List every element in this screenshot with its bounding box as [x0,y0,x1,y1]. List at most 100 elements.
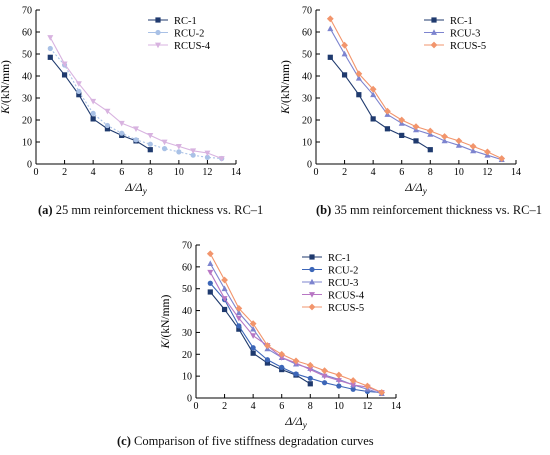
legend-label-RCUS-4: RCUS-4 [328,290,365,301]
point-RC-1 [384,126,391,132]
y-tick-label: 20 [182,350,192,361]
y-tick-label: 20 [302,116,312,127]
point-RCU-2 [350,386,356,392]
y-axis-label-unit: /(kN/mm) [160,294,172,340]
y-tick-label: 60 [182,262,192,273]
point-RCU-3 [341,50,348,57]
point-RC-1 [427,147,433,153]
caption-b-label: (b) [316,203,332,217]
point-RCU-2 [190,152,196,158]
x-tick-label: 2 [222,401,227,412]
point-RC-1 [47,54,53,60]
point-RCUS-5 [235,304,243,312]
point-RC-1 [413,138,419,144]
point-RCUS-5 [335,371,343,379]
point-RC-1 [356,92,362,98]
chart-a: 0 2 4 6 8 10 12 14 0 10 20 30 40 50 60 70 K/(kN/mm) Δ/Δy R… [0,6,241,197]
x-axis-label-main: Δ/Δ [404,180,422,194]
point-RCU-3 [370,91,377,98]
y-tick-label: 30 [22,94,32,105]
point-RC-1 [236,326,242,332]
x-axis-label-main: Δ/Δ [284,414,302,428]
point-RCUS-4 [90,98,97,105]
caption-c-label: (c) [117,434,131,448]
y-axis-label: K/(kN/mm) [0,60,12,115]
point-RCU-2 [161,146,168,152]
point-RCUS-5 [326,15,334,23]
point-RC-1 [61,72,68,78]
y-tick-label: 20 [22,116,32,127]
x-tick-label: 4 [251,401,256,412]
point-RCUS-4 [278,355,285,361]
point-RCU-2 [307,375,313,381]
point-RCUS-5 [455,137,463,145]
point-RCUS-4 [221,296,228,302]
legend-label-RCU-3: RCU-3 [450,28,480,39]
point-RCUS-4 [47,35,54,41]
point-RCUS-5 [349,377,357,384]
y-tick-label: 40 [22,72,32,83]
x-axis-label: Δ/Δy [284,414,306,430]
x-tick-label: 4 [91,167,96,178]
point-RCUS-4 [75,81,82,87]
point-RCUS-5 [321,367,328,375]
x-tick-label: 2 [342,167,347,178]
caption-c: (c) Comparison of five stiffness degrada… [117,434,374,449]
point-RCUS-5 [278,350,286,358]
point-RCU-2 [336,383,342,389]
x-tick-label: 10 [334,401,344,412]
legend-marker-RCUS-5 [430,41,438,49]
caption-b-text: 35 mm reinforcement thickness vs. RC–1 [331,203,543,217]
y-tick-label: 10 [22,138,32,149]
point-RCUS-5 [249,320,257,328]
y-tick-label: 70 [22,6,32,17]
point-RCUS-4 [190,148,197,154]
y-axis-label: K/(kN/mm) [160,294,172,349]
x-axis-label: Δ/Δy [124,180,146,196]
point-RC-1 [307,381,313,387]
y-tick-label: 60 [22,28,32,39]
y-tick-label: 0 [187,394,192,405]
caption-a-label: (a) [38,203,53,217]
legend-label-RCU-2: RCU-2 [174,28,204,39]
x-tick-label: 10 [174,167,184,178]
series-line-RCUS-5 [329,18,502,159]
y-axis-label-symbol: K [160,339,172,349]
point-RC-1 [207,289,213,295]
point-RCU-2 [147,141,153,147]
point-RCUS-4 [235,315,242,322]
point-RCU-2 [104,122,111,129]
legend-label-RCU-2: RCU-2 [328,265,358,276]
y-tick-label: 10 [302,138,312,149]
legend-label-RCUS-5: RCUS-5 [450,41,486,52]
point-RCU-2 [133,137,139,143]
point-RCUS-5 [426,127,434,135]
point-RCUS-5 [384,107,391,115]
caption-b: (b) 35 mm reinforcement thickness vs. RC… [316,203,542,218]
point-RCU-2 [250,345,256,351]
point-RCUS-4 [207,269,214,276]
caption-c-text: Comparison of five stiffness degradation… [130,434,374,448]
y-tick-label: 10 [182,372,192,383]
series-line-RC-1 [49,56,151,151]
x-tick-label: 10 [454,167,464,178]
point-RCUS-5 [364,382,371,390]
y-tick-label: 50 [182,284,192,295]
x-tick-label: 6 [119,167,124,178]
point-RCUS-5 [341,41,348,49]
x-tick-label: 0 [194,401,199,412]
point-RC-1 [370,116,376,122]
point-RCUS-4 [218,156,225,162]
x-axis-label-subscript: y [142,186,147,196]
point-RCUS-5 [264,342,271,349]
point-RCU-3 [441,137,448,144]
point-RCU-3 [355,75,362,81]
point-RCU-3 [207,260,214,266]
point-RCUS-4 [104,108,111,115]
x-tick-label: 0 [34,167,39,178]
point-RCUS-5 [221,276,228,284]
legend-label-RCU-3: RCU-3 [328,278,358,289]
legend-marker-RCU-3 [431,29,437,35]
point-RCU-3 [250,325,257,332]
